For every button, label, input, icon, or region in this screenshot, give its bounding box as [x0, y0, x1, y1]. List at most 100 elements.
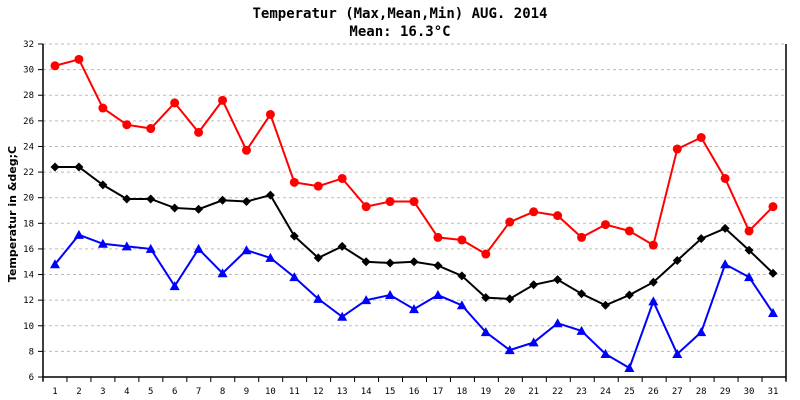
- x-tick-label: 18: [456, 387, 467, 397]
- mean-point: [505, 294, 515, 304]
- max-point: [313, 181, 323, 191]
- min-point: [432, 290, 443, 300]
- min-point: [289, 272, 300, 282]
- min-point: [121, 241, 132, 251]
- min-line: [54, 233, 774, 370]
- min-point: [217, 268, 228, 278]
- max-point: [361, 202, 371, 212]
- x-tick-label: 11: [289, 387, 300, 397]
- y-tick-label: 24: [23, 142, 34, 152]
- series-mean: [50, 162, 778, 310]
- min-point: [145, 243, 156, 253]
- min-point: [97, 238, 108, 248]
- min-point: [528, 337, 539, 347]
- y-tick-label: 26: [23, 117, 34, 127]
- x-tick-label: 25: [624, 387, 635, 397]
- mean-point: [361, 257, 371, 267]
- x-tick-label: 14: [361, 387, 372, 397]
- mean-line: [55, 165, 774, 307]
- max-point: [194, 127, 204, 137]
- max-point: [648, 240, 658, 250]
- max-point: [122, 120, 132, 130]
- y-tick-label: 28: [23, 91, 34, 101]
- min-point: [169, 281, 180, 291]
- min-point: [504, 345, 515, 355]
- y-tick-label: 30: [23, 66, 34, 76]
- min-point: [73, 229, 84, 239]
- mean-point: [337, 241, 347, 251]
- mean-point: [457, 271, 467, 281]
- mean-point: [577, 289, 587, 299]
- max-point: [529, 207, 539, 217]
- x-tick-label: 7: [196, 387, 201, 397]
- y-tick-label: 18: [23, 219, 34, 229]
- series: [50, 54, 778, 373]
- mean-point: [313, 253, 323, 263]
- max-point: [505, 217, 515, 227]
- max-point: [218, 95, 228, 105]
- x-tick-label: 21: [528, 387, 539, 397]
- mean-point: [241, 197, 251, 207]
- mean-point: [218, 195, 228, 205]
- y-tick-label: 16: [23, 245, 34, 255]
- min-point: [480, 327, 491, 337]
- min-point: [696, 327, 707, 337]
- max-point: [553, 211, 563, 221]
- mean-point: [696, 234, 706, 244]
- max-point: [768, 202, 778, 212]
- x-tick-label: 9: [244, 387, 249, 397]
- x-tick-label: 26: [648, 387, 659, 397]
- max-point: [50, 61, 60, 71]
- x-tick-label: 3: [100, 387, 105, 397]
- max-point: [696, 132, 706, 142]
- mean-point: [720, 223, 730, 233]
- y-tick-label: 14: [23, 271, 34, 281]
- min-point: [576, 325, 587, 335]
- mean-point: [289, 231, 299, 241]
- x-tick-label: 16: [409, 387, 420, 397]
- chart-subtitle: Mean: 16.3°C: [349, 24, 450, 40]
- min-point: [456, 300, 467, 310]
- min-point: [193, 243, 204, 253]
- y-tick-label: 32: [23, 40, 34, 50]
- x-tick-label: 12: [313, 387, 324, 397]
- max-point: [241, 145, 251, 155]
- y-tick-label: 6: [29, 373, 34, 383]
- x-tick-label: 5: [148, 387, 153, 397]
- min-point: [409, 304, 419, 314]
- mean-point: [122, 194, 132, 204]
- mean-point: [385, 258, 395, 268]
- min-point: [241, 245, 252, 255]
- x-tick-label: 31: [768, 387, 779, 397]
- y-tick-label: 22: [23, 168, 34, 178]
- mean-point: [768, 268, 778, 278]
- max-point: [289, 177, 299, 187]
- max-point: [600, 220, 610, 230]
- max-point: [481, 249, 491, 259]
- x-tick-label: 17: [433, 387, 444, 397]
- min-point: [552, 318, 563, 328]
- x-tick-label: 29: [720, 387, 731, 397]
- max-point: [98, 103, 108, 113]
- mean-point: [146, 194, 156, 204]
- mean-point: [624, 290, 634, 300]
- min-point: [265, 252, 276, 262]
- min-point: [313, 293, 324, 303]
- mean-point: [433, 261, 443, 271]
- min-point: [672, 348, 683, 358]
- x-tick-label: 15: [385, 387, 396, 397]
- max-point: [624, 226, 634, 236]
- max-point: [146, 124, 156, 134]
- min-point: [385, 290, 396, 300]
- series-max: [50, 54, 778, 259]
- x-tick-label: 30: [744, 387, 755, 397]
- mean-point: [50, 162, 60, 172]
- x-tick-label: 13: [337, 387, 348, 397]
- mean-point: [744, 245, 754, 255]
- min-point: [624, 363, 635, 373]
- max-point: [337, 173, 347, 183]
- mean-point: [648, 277, 658, 287]
- x-tick-label: 27: [672, 387, 683, 397]
